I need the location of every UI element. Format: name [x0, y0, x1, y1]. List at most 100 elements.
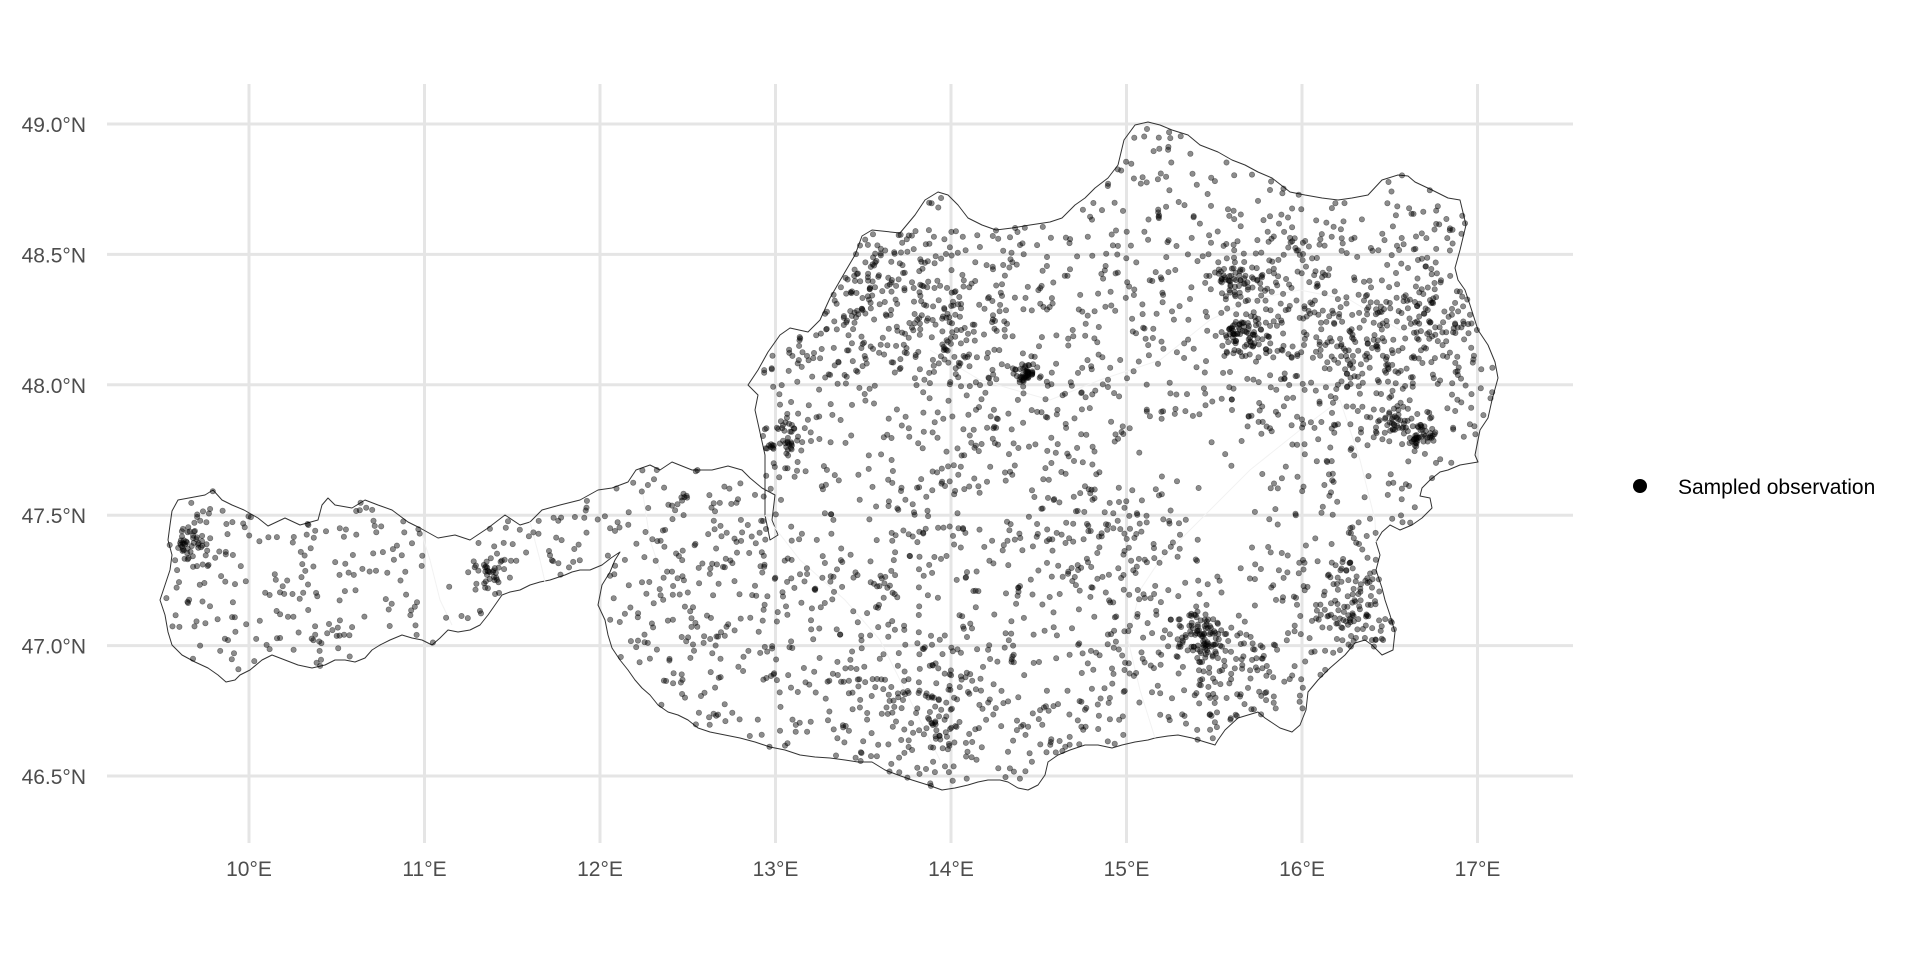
observation-point [240, 520, 247, 527]
observation-point [959, 613, 966, 620]
observation-point [1215, 636, 1222, 643]
observation-point [1237, 211, 1244, 218]
observation-point [849, 706, 856, 713]
observation-point [889, 618, 896, 625]
observation-point [856, 242, 863, 249]
observation-point [1152, 582, 1159, 589]
observation-point [1166, 717, 1173, 724]
observation-point [185, 599, 192, 606]
observation-point [972, 379, 979, 386]
observation-point [1243, 631, 1250, 638]
observation-point [954, 249, 961, 256]
observation-point [961, 452, 968, 459]
observation-point [1188, 643, 1195, 650]
observation-point [1062, 470, 1069, 477]
observation-point [1347, 525, 1354, 532]
observation-point [1450, 424, 1457, 431]
observation-point [1211, 699, 1218, 706]
observation-point [1215, 630, 1222, 637]
observation-point [1043, 687, 1050, 694]
observation-point [1351, 234, 1358, 241]
observation-point [1101, 267, 1108, 274]
observation-point [1119, 713, 1126, 720]
observation-point [1323, 457, 1330, 464]
observation-point [833, 326, 840, 333]
observation-point [183, 539, 190, 546]
observation-point [310, 563, 317, 570]
observation-point [899, 239, 906, 246]
observation-point [936, 732, 943, 739]
observation-point [1217, 642, 1224, 649]
observation-point [905, 232, 912, 239]
observation-point [1088, 366, 1095, 373]
observation-point [1402, 335, 1409, 342]
observation-point [1161, 549, 1168, 556]
state-border [764, 514, 941, 761]
observation-point [934, 409, 941, 416]
observation-point [1123, 498, 1130, 505]
observation-point [929, 429, 936, 436]
observation-point [1369, 625, 1376, 632]
observation-point [1427, 297, 1434, 304]
observation-point [1193, 181, 1200, 188]
observation-point [792, 721, 799, 728]
observation-point [1221, 265, 1228, 272]
observation-point [1429, 432, 1436, 439]
observation-point [317, 662, 324, 669]
observation-point [888, 567, 895, 574]
observation-point [1001, 469, 1008, 476]
observation-point [1409, 383, 1416, 390]
observation-point [1364, 291, 1371, 298]
observation-point [1267, 549, 1274, 556]
observation-point [1314, 282, 1321, 289]
observation-point [1432, 429, 1439, 436]
observation-point [1089, 461, 1096, 468]
observation-point [1202, 642, 1209, 649]
observation-point [1307, 419, 1314, 426]
observation-point [843, 373, 850, 380]
observation-point [1228, 396, 1235, 403]
observation-point [1222, 276, 1229, 283]
observation-point [318, 640, 325, 647]
observation-point [876, 655, 883, 662]
observation-point [212, 554, 219, 561]
observation-point [811, 586, 818, 593]
observation-point [1001, 333, 1008, 340]
observation-point [1034, 530, 1041, 537]
observation-point [1184, 391, 1191, 398]
observation-point [945, 359, 952, 366]
observation-point [915, 440, 922, 447]
observation-point [880, 686, 887, 693]
observation-point [642, 528, 649, 535]
observation-point [193, 618, 200, 625]
observation-point [173, 584, 180, 591]
observation-point [1188, 612, 1195, 619]
observation-point [861, 352, 868, 359]
observation-point [1165, 237, 1172, 244]
observation-point [1222, 647, 1229, 654]
observation-point [472, 562, 479, 569]
observation-point [1121, 666, 1128, 673]
observation-point [763, 472, 770, 479]
observation-point [739, 529, 746, 536]
observation-point [525, 533, 532, 540]
observation-point [1182, 631, 1189, 638]
observation-point [1299, 424, 1306, 431]
observation-point [888, 288, 895, 295]
observation-point [1022, 364, 1029, 371]
observation-point [1384, 322, 1391, 329]
observation-point [989, 312, 996, 319]
observation-point [241, 524, 248, 531]
observation-point [1331, 421, 1338, 428]
observation-point [558, 514, 565, 521]
observation-point [336, 597, 343, 604]
observation-point [987, 655, 994, 662]
observation-point [1202, 279, 1209, 286]
observation-point [1297, 631, 1304, 638]
observation-point [871, 316, 878, 323]
observation-point [1110, 644, 1117, 651]
observation-point [1226, 680, 1233, 687]
observation-point [940, 524, 947, 531]
observation-point [1375, 576, 1382, 583]
observation-point [203, 519, 210, 526]
